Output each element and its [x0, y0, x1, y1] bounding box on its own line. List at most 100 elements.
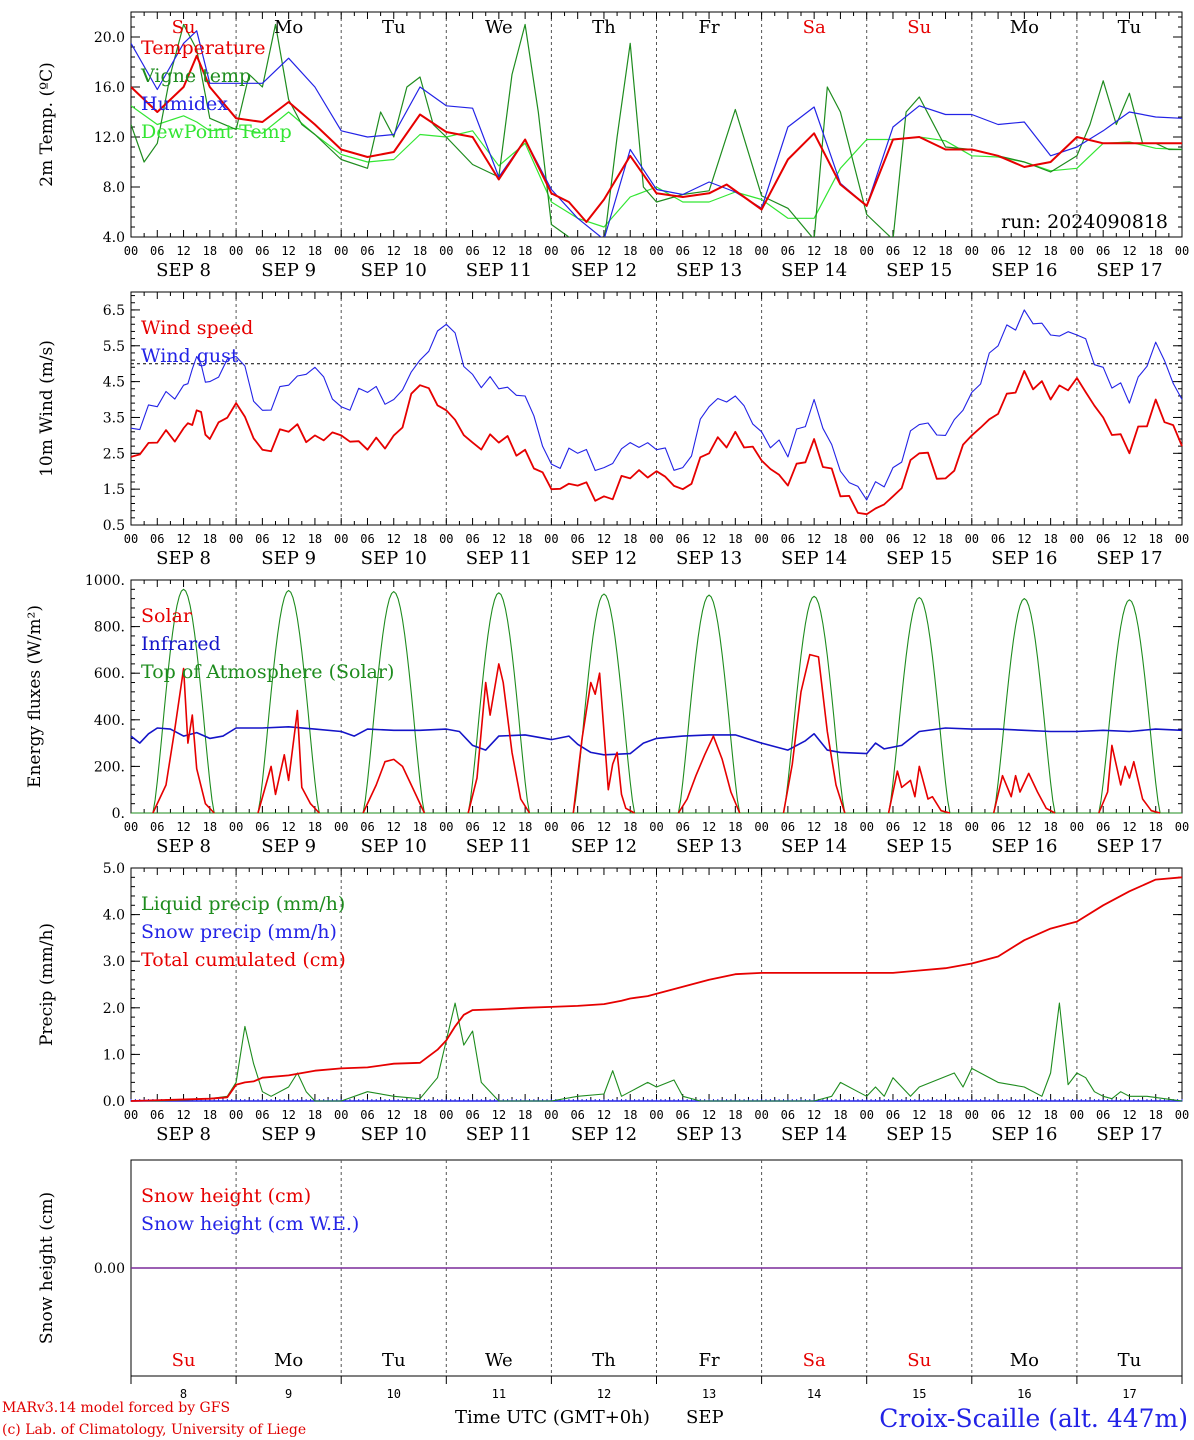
hour-tick-label: 06: [886, 532, 900, 546]
date-label: SEP 17: [1096, 260, 1162, 281]
hour-tick-label: 06: [676, 1108, 690, 1122]
date-label: SEP 12: [571, 836, 637, 857]
hour-tick-label: 12: [1017, 244, 1031, 258]
panel-1-lines: [131, 23, 1182, 237]
hour-tick-label: 12: [492, 532, 506, 546]
day-of-week-label: Tu: [382, 17, 406, 38]
hour-tick-label: 00: [1070, 532, 1084, 546]
hour-tick-label: 06: [991, 244, 1005, 258]
y-tick-label: 5.5: [103, 339, 125, 355]
day-of-week-label: We: [485, 1350, 513, 1371]
legend-entry: Temperature: [141, 37, 265, 59]
hour-tick-label: 12: [1017, 532, 1031, 546]
y-axis-label: Snow height (cm): [37, 1192, 57, 1344]
date-label: SEP 11: [466, 1124, 532, 1145]
day-number-label: 10: [387, 1387, 401, 1401]
date-label: SEP 9: [261, 548, 316, 569]
hour-tick-label: 06: [570, 1108, 584, 1122]
day-of-week-label: Tu: [382, 1350, 406, 1371]
hour-tick-label: 00: [754, 244, 768, 258]
hour-tick-label: 18: [833, 820, 847, 834]
series-solar: [152, 667, 215, 814]
series-top-of-atmosphere: [888, 596, 951, 814]
series-solar: [1098, 744, 1161, 814]
hour-tick-label: 18: [623, 532, 637, 546]
footer-time-axis: Time UTC (GMT+0h): [455, 1407, 650, 1428]
y-tick-label: 0.0: [103, 1094, 125, 1110]
hour-tick-label: 18: [203, 244, 217, 258]
hour-tick-label: 06: [886, 820, 900, 834]
day-of-week-label: Mo: [274, 1350, 303, 1371]
date-label: SEP 8: [156, 836, 211, 857]
hour-tick-label: 12: [1122, 820, 1136, 834]
y-tick-label: 8.0: [103, 180, 125, 196]
hour-tick-label: 12: [176, 532, 190, 546]
footer-copyright: (c) Lab. of Climatology, University of L…: [2, 1422, 306, 1438]
hour-tick-label: 12: [912, 1108, 926, 1122]
day-of-week-label: We: [485, 17, 513, 38]
date-label: SEP 17: [1096, 1124, 1162, 1145]
hour-tick-label: 18: [938, 1108, 952, 1122]
y-tick-label: 20.0: [94, 30, 125, 46]
day-of-week-label: Fr: [699, 1350, 720, 1371]
legend-entry: Snow height (cm W.E.): [141, 1213, 359, 1235]
y-axis-label: Energy fluxes (W/m²): [25, 605, 45, 788]
hour-tick-label: 00: [334, 1108, 348, 1122]
day-number-label: 8: [180, 1387, 187, 1401]
panel-3: [130, 579, 1183, 814]
hour-tick-label: 06: [465, 532, 479, 546]
hour-tick-label: 12: [492, 244, 506, 258]
hour-tick-label: 00: [544, 820, 558, 834]
date-label: SEP 15: [886, 836, 952, 857]
y-tick-label: 4.0: [103, 908, 125, 924]
series-top-of-atmosphere: [362, 591, 425, 814]
hour-tick-label: 18: [728, 1108, 742, 1122]
series-total-cumulated: [130, 876, 1183, 1102]
panel-2: [130, 291, 1183, 526]
y-tick-label: 4.0: [103, 230, 125, 246]
series-wind-speed: [130, 369, 1183, 516]
series-solar: [887, 765, 951, 814]
hour-tick-label: 12: [807, 1108, 821, 1122]
hour-tick-label: 18: [1043, 532, 1057, 546]
hour-tick-label: 18: [833, 532, 847, 546]
hour-tick-label: 06: [676, 532, 690, 546]
date-label: SEP 8: [156, 260, 211, 281]
series-top-of-atmosphere: [677, 594, 741, 814]
footer-model: MARv3.14 model forced by GFS: [2, 1400, 230, 1416]
hour-tick-label: 12: [597, 820, 611, 834]
y-axis-label: 2m Temp. (ºC): [37, 62, 57, 187]
hour-tick-label: 00: [649, 532, 663, 546]
legend-entry: Wind gust: [141, 345, 239, 367]
hour-tick-label: 06: [150, 1108, 164, 1122]
hour-tick-label: 12: [281, 1108, 295, 1122]
date-label: SEP 16: [991, 1124, 1057, 1145]
series-solar: [467, 663, 531, 814]
day-of-week-label: Sa: [803, 1350, 826, 1371]
y-axis-label: Precip (mm/h): [37, 923, 57, 1046]
hour-tick-label: 18: [623, 1108, 637, 1122]
hour-tick-label: 18: [833, 1108, 847, 1122]
date-label: SEP 9: [261, 260, 316, 281]
date-label: SEP 15: [886, 548, 952, 569]
legend-entry: Total cumulated (cm): [141, 949, 346, 971]
hour-tick-label: 18: [1148, 820, 1162, 834]
hour-tick-label: 00: [754, 532, 768, 546]
hour-tick-label: 00: [439, 532, 453, 546]
hour-tick-label: 06: [1096, 244, 1110, 258]
date-label: SEP 14: [781, 548, 847, 569]
day-number-label: 13: [702, 1387, 716, 1401]
hour-tick-label: 18: [1043, 1108, 1057, 1122]
hour-tick-label: 18: [308, 244, 322, 258]
hour-tick-label: 00: [439, 820, 453, 834]
hour-tick-label: 06: [1096, 820, 1110, 834]
series-top-of-atmosphere: [152, 588, 215, 814]
day-of-week-label: Su: [172, 17, 196, 38]
series-solar: [362, 758, 426, 814]
date-label: SEP 8: [156, 1124, 211, 1145]
y-tick-label: 6.5: [103, 303, 125, 319]
y-tick-label: 2.0: [103, 1001, 125, 1017]
day-of-week-label: Mo: [1010, 1350, 1039, 1371]
day-number-label: 12: [597, 1387, 611, 1401]
